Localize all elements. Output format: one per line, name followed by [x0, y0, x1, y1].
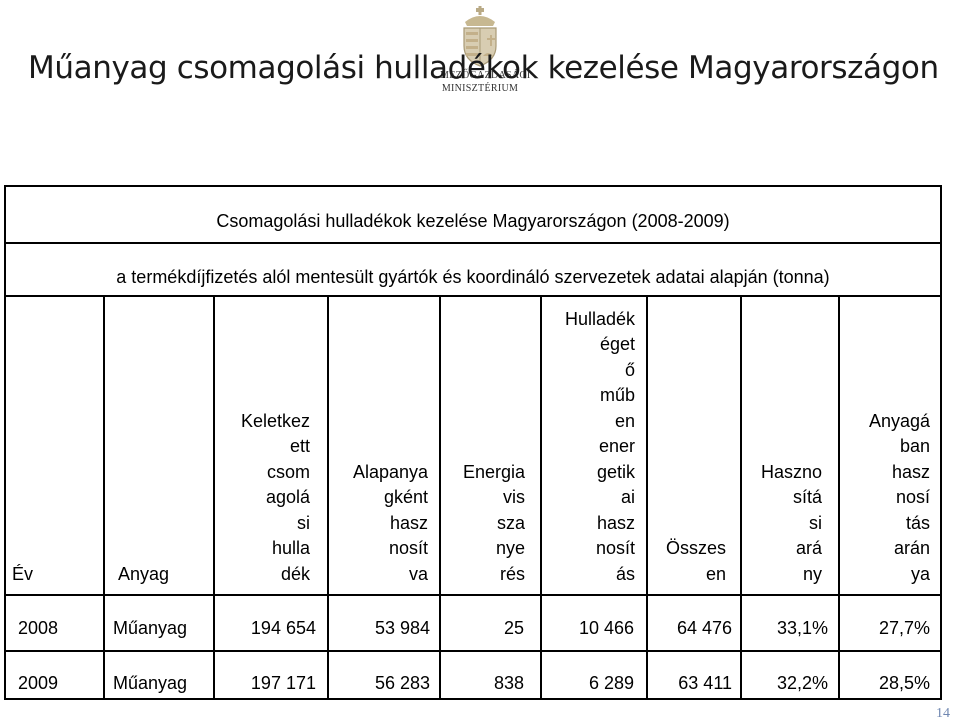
- column-divider: [540, 297, 542, 698]
- header-energy-recovery: Energia vis sza nye rés: [462, 461, 525, 584]
- header-generated-waste: Keletkez ett csom agolá si hulla dék: [240, 410, 310, 584]
- header-material-recycling-rate: Anyagá ban hasz nosí tás arán ya: [868, 410, 930, 584]
- ministry-name-line2: MINISZTÉRIUM: [441, 83, 519, 94]
- table-cell: 28,5%: [878, 673, 930, 693]
- column-divider: [439, 297, 441, 698]
- table-caption: Csomagolási hulladékok kezelése Magyaror…: [216, 211, 730, 231]
- table-cell: 63 411: [678, 673, 732, 693]
- table-cell: 838: [493, 673, 524, 693]
- column-divider: [646, 297, 648, 698]
- header-material-recycling: Alapanya gként hasz nosít va: [352, 461, 428, 584]
- table-cell: 2009: [18, 673, 59, 693]
- table-cell: 197 171: [250, 673, 316, 693]
- table-cell: 53 984: [374, 618, 430, 638]
- column-divider: [740, 297, 742, 698]
- slide-title: Műanyag csomagolási hulladékok kezelése …: [28, 50, 939, 86]
- table-cell: 2008: [18, 618, 59, 638]
- header-divider-bottom: [6, 594, 940, 596]
- table-cell: 33,1%: [776, 618, 828, 638]
- table-cell: Műanyag: [113, 618, 188, 638]
- header-recovery-rate: Haszno sítá si ará ny: [760, 461, 822, 584]
- header-divider-top: [6, 295, 940, 297]
- column-divider: [103, 297, 105, 698]
- table-cell: 10 466: [578, 618, 634, 638]
- column-divider: [327, 297, 329, 698]
- table-cell: 25: [503, 618, 524, 638]
- table-cell: 56 283: [374, 673, 430, 693]
- ministry-logo: MEZŐGAZDASÁGI MINISZTÉRIUM: [440, 6, 531, 96]
- hungarian-coat-of-arms-icon: [463, 6, 497, 67]
- table-subcaption: a termékdíjfizetés alól mentesült gyártó…: [116, 267, 830, 287]
- table-cell: Műanyag: [113, 673, 188, 693]
- caption-divider: [6, 242, 940, 244]
- row-divider: [6, 650, 940, 652]
- ministry-name-line1: MEZŐGAZDASÁGI: [440, 70, 531, 81]
- table-cell: 194 654: [250, 618, 316, 638]
- header-year: Év: [12, 563, 34, 584]
- data-table: Csomagolási hulladékok kezelése Magyaror…: [4, 185, 942, 700]
- table-cell: 6 289: [588, 673, 634, 693]
- page-number: 14: [936, 706, 950, 721]
- column-divider: [213, 297, 215, 698]
- header-total: Összes en: [665, 538, 726, 584]
- table-cell: 27,7%: [878, 618, 930, 638]
- header-incineration: Hulladék éget ő műb en ener getik ai has…: [564, 308, 635, 584]
- table-cell: 64 476: [676, 618, 732, 638]
- table-cell: 32,2%: [776, 673, 828, 693]
- header-material: Anyag: [118, 563, 170, 584]
- column-divider: [838, 297, 840, 698]
